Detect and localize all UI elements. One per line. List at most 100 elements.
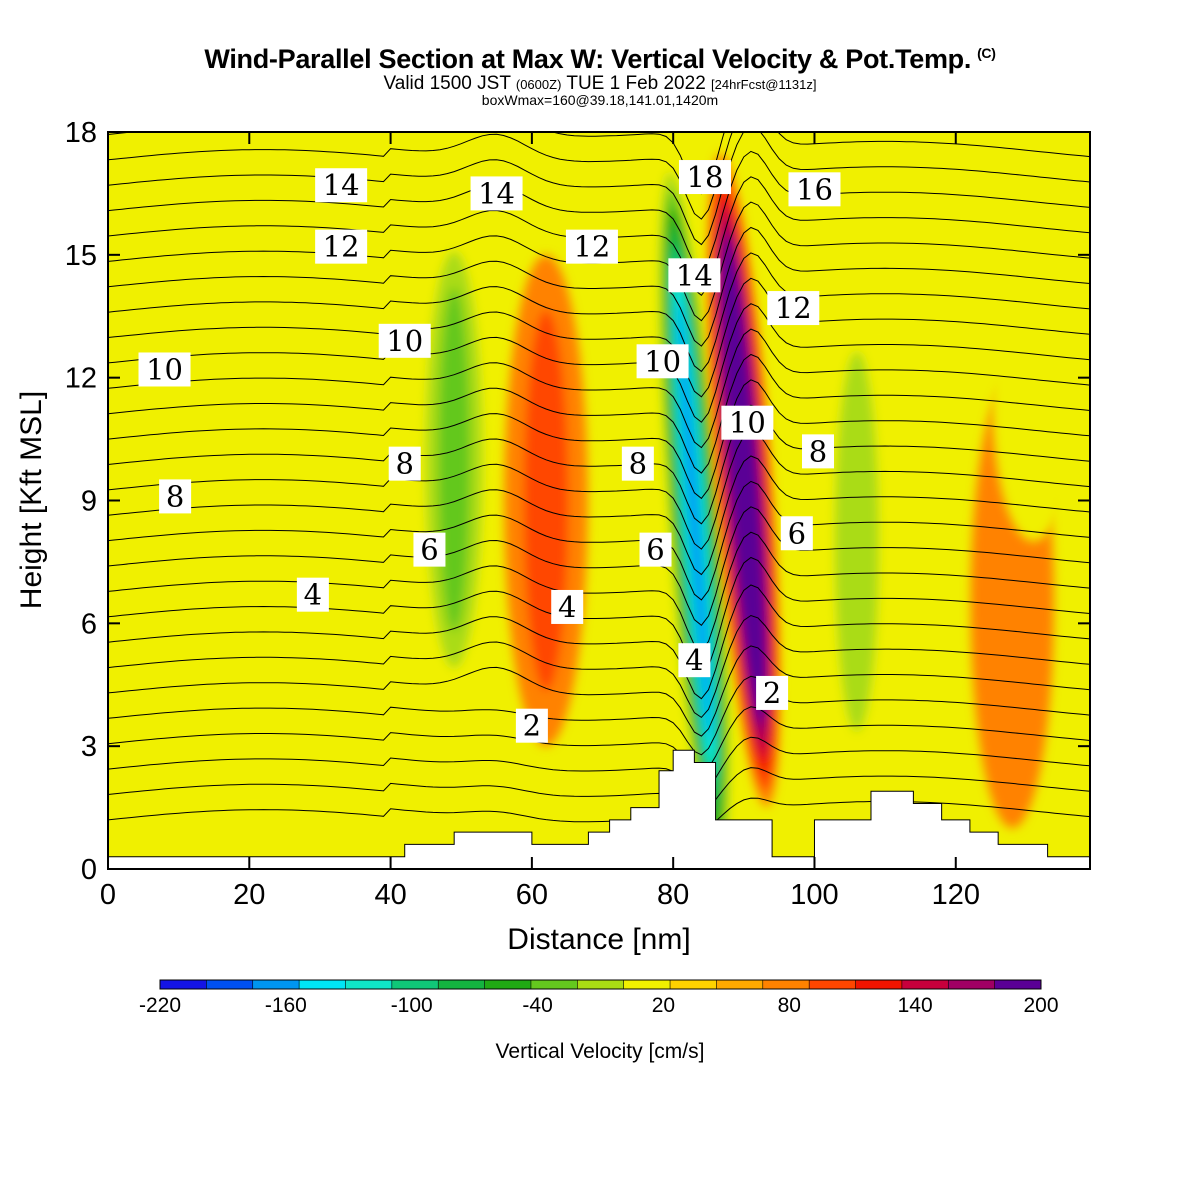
theta-contour-25 [108, 132, 1090, 246]
colorbar-tick-label: 200 [1023, 994, 1058, 1017]
contour-label-text: 6 [420, 533, 438, 567]
contour-label-15: 8 [159, 479, 192, 514]
contour-label-20: 4 [551, 589, 584, 624]
contour-label-10: 10 [636, 344, 689, 379]
y-tick-label: 9 [81, 486, 97, 518]
contour-label-text: 4 [304, 578, 322, 612]
theta-contour-2 [108, 736, 1090, 793]
y-tick-label: 3 [81, 731, 97, 763]
x-tick-label: 0 [100, 879, 116, 911]
x-tick-label: 80 [657, 879, 689, 911]
theta-contour-20 [108, 252, 1090, 373]
theta-contour-8 [108, 556, 1090, 677]
theta-contour-13 [108, 430, 1090, 550]
colorbar-swatch [206, 980, 254, 989]
theta-contour-17 [108, 328, 1090, 449]
theta-contour-24 [108, 150, 1090, 271]
colorbar-tick-label: -100 [391, 994, 433, 1017]
theta-contour-5 [108, 645, 1090, 737]
theta-contour-27 [108, 132, 725, 195]
chart-title: Wind-Parallel Section at Max W: Vertical… [204, 44, 996, 74]
y-tick-label: 18 [65, 117, 97, 149]
y-tick-label: 12 [65, 363, 97, 395]
colorbar-swatch [670, 980, 717, 989]
colorbar-swatch [948, 980, 996, 989]
subtitle-valid-time: Valid 1500 JST [383, 73, 511, 94]
theta-contour-3 [108, 706, 1090, 775]
x-tick-label: 120 [932, 879, 980, 911]
contour-label-text: 2 [763, 676, 781, 710]
contour-label-22: 2 [756, 675, 789, 710]
subtitle-date: TUE 1 Feb 2022 [566, 73, 706, 94]
contour-label-2: 18 [678, 160, 731, 195]
theta-contour-4 [108, 675, 1090, 756]
colorbar-swatch [623, 980, 671, 989]
contour-label-5: 12 [565, 229, 618, 264]
contour-label-text: 10 [386, 324, 423, 358]
theta-contour-26 [108, 132, 1090, 220]
theta-contour-6 [108, 614, 1090, 719]
x-axis-label: Distance [nm] [507, 923, 690, 956]
contour-label-text: 10 [146, 352, 183, 386]
colorbar-swatch [577, 980, 625, 989]
colorbar-swatch [716, 980, 764, 989]
contour-label-17: 6 [413, 532, 446, 567]
colorbar-swatch [252, 980, 300, 989]
contour-label-text: 10 [644, 344, 681, 378]
colorbar-swatch [438, 980, 486, 989]
contour-label-16: 6 [780, 516, 813, 551]
contour-label-3: 16 [788, 172, 841, 207]
contour-label-text: 8 [166, 479, 184, 513]
contour-label-text: 10 [729, 406, 766, 440]
plot-area: 14 14 18 16 12 12 14 12 10 10 10 10 8 8 8 8 6 6 6 4 4 4 2 2 [108, 132, 1090, 869]
terrain [108, 749, 1090, 869]
contour-label-4: 12 [315, 229, 368, 264]
x-tick-label: 40 [374, 879, 406, 911]
contour-label-text: 6 [646, 533, 664, 567]
theta-contour-11 [108, 480, 1090, 601]
axis-ticks: 0 20 40 60 80 100 120 0 3 6 9 12 15 18 [65, 117, 1090, 911]
colorbar-swatch [762, 980, 810, 989]
contour-label-9: 10 [138, 352, 191, 387]
contour-label-18: 6 [639, 532, 672, 567]
y-tick-label: 6 [81, 608, 97, 640]
theta-contour-1 [108, 767, 1090, 812]
colorbar-swatch [855, 980, 903, 989]
title-copyright-mark: (C) [977, 45, 996, 61]
chart-subtitle: Valid 1500 JST (0600Z) TUE 1 Feb 2022 [2… [0, 73, 1200, 95]
colorbar-tick-label: -160 [265, 994, 307, 1017]
theta-contour-7 [108, 584, 1090, 700]
contour-label-text: 12 [775, 291, 812, 325]
contour-label-text: 12 [323, 230, 360, 264]
contour-label-23: 2 [515, 708, 548, 743]
contour-label-text: 8 [809, 434, 827, 468]
theta-contour-18 [108, 303, 1090, 423]
contour-label-7: 12 [767, 291, 820, 326]
contour-label-13: 8 [388, 446, 421, 481]
theta-contour-16 [108, 353, 1090, 474]
x-tick-label: 100 [790, 879, 838, 911]
theta-contour-0 [108, 797, 1090, 831]
x-tick-label: 20 [233, 879, 265, 911]
contour-label-8: 10 [378, 323, 431, 358]
colorbar: -220 -160 -100 -40 20 80 140 200 [139, 979, 1059, 1017]
subtitle-forecast: [24hrFcst@1131z] [711, 77, 817, 92]
contour-label-text: 2 [523, 709, 541, 743]
colorbar-tick-label: -40 [522, 994, 552, 1017]
subtitle-zulu-time: (0600Z) [515, 77, 562, 92]
theta-contour-15 [108, 379, 1090, 500]
y-axis-label: Height [Kft MSL] [15, 391, 48, 609]
contour-label-21: 4 [678, 643, 711, 678]
contour-label-text: 16 [796, 172, 833, 206]
contour-label-19: 4 [296, 577, 329, 612]
theta-contour-9 [108, 531, 1090, 652]
contour-label-text: 4 [558, 590, 576, 624]
contour-label-text: 12 [573, 230, 610, 264]
colorbar-swatch [901, 980, 949, 989]
contour-label-text: 8 [395, 447, 413, 481]
y-tick-label: 0 [81, 854, 97, 886]
x-tick-label: 60 [516, 879, 548, 911]
y-tick-label: 15 [65, 240, 97, 272]
velocity-feature-3 [504, 254, 588, 747]
